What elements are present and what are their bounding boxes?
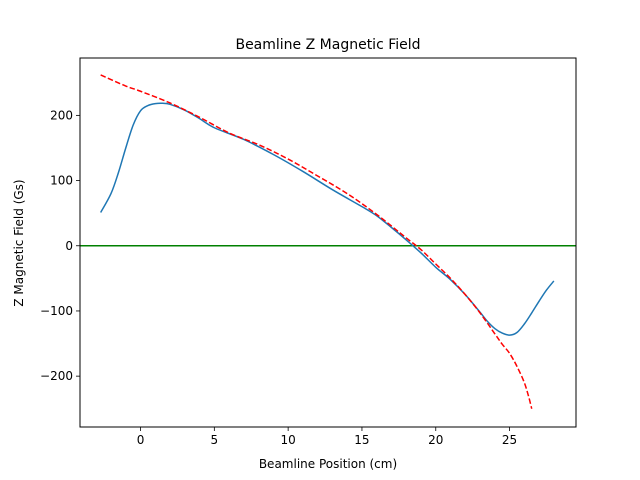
y-tick-label: 100 [50, 174, 73, 188]
series-layer [80, 74, 576, 409]
y-tick-label: −100 [40, 304, 73, 318]
x-tick-label: 5 [211, 433, 219, 447]
x-tick-label: 0 [137, 433, 145, 447]
plot-frame [79, 57, 577, 428]
x-tick-label: 25 [502, 433, 517, 447]
x-tick-label: 10 [281, 433, 296, 447]
chart-title: Beamline Z Magnetic Field [235, 37, 420, 53]
y-tick-label: 0 [65, 239, 73, 253]
plot-area [79, 57, 577, 428]
x-axis-label: Beamline Position (cm) [259, 457, 397, 471]
fit-field-line [100, 74, 533, 409]
x-tick-label: 15 [354, 433, 369, 447]
plot-background [80, 58, 576, 427]
x-tick-label: 20 [428, 433, 443, 447]
measured-field-line [100, 102, 555, 336]
x-axis: 0 5 10 15 20 25 [137, 427, 517, 447]
y-tick-label: 200 [50, 108, 73, 122]
y-tick-label: −200 [40, 369, 73, 383]
y-axis: −200 −100 0 100 200 [40, 108, 80, 383]
y-axis-label: Z Magnetic Field (Gs) [12, 179, 26, 306]
